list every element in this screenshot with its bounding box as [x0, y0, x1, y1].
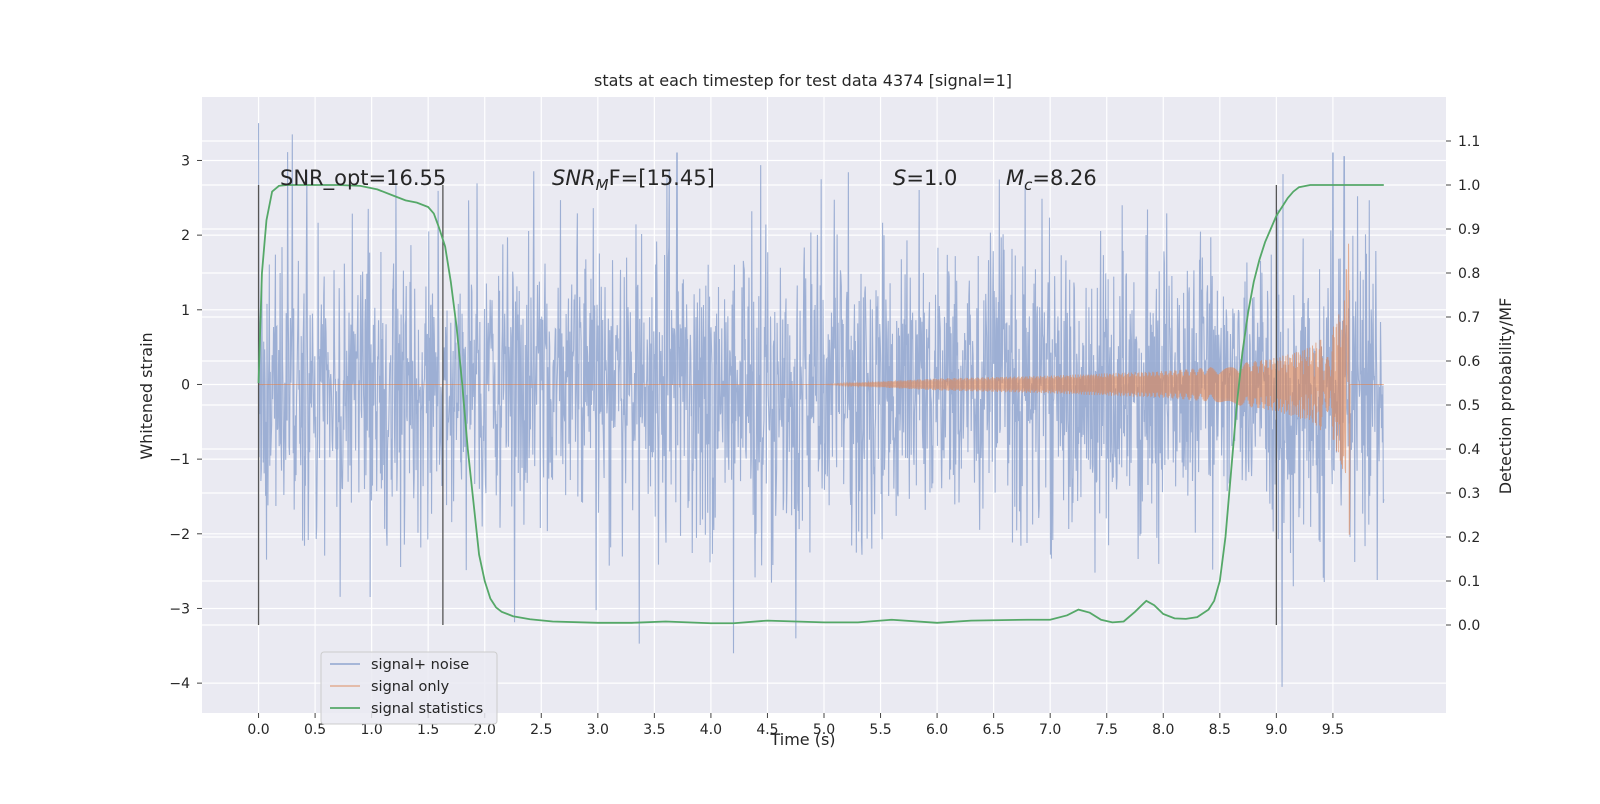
y-tick-label: −3: [169, 601, 190, 617]
annotation-snr-opt: SNR_opt=16.55: [280, 166, 446, 191]
annotation-s: S=1.0: [893, 166, 957, 190]
y-tick-label: −2: [169, 527, 190, 543]
y-right-tick-label: 0.0: [1458, 618, 1480, 634]
chart-title: stats at each timestep for test data 437…: [594, 71, 1012, 90]
y-right-tick-label: 1.0: [1458, 178, 1480, 194]
signal-only-trace: [258, 243, 1384, 535]
x-tick-label: 2.0: [474, 722, 496, 738]
x-tick-label: 6.5: [983, 722, 1005, 738]
y-tick-label: 2: [181, 228, 190, 244]
legend: signal+ noise signal only signal statist…: [320, 651, 498, 725]
y-tick-label: −1: [169, 452, 190, 468]
annotation-snr-mf-sub: M: [596, 176, 609, 194]
x-tick-label: 3.0: [587, 722, 609, 738]
y-right-tick-label: 0.5: [1458, 398, 1480, 414]
annotation-mc-main: M: [1006, 166, 1024, 190]
annotation-snr-mf-main: SNR: [552, 166, 596, 190]
annotation-s-rest: =1.0: [906, 166, 957, 190]
y-axis-label: Whitened strain: [137, 332, 156, 459]
y-right-tick-label: 0.3: [1458, 486, 1480, 502]
y-right-tick-label: 0.9: [1458, 222, 1480, 238]
x-tick-label: 7.0: [1039, 722, 1061, 738]
x-tick-label: 2.5: [530, 722, 552, 738]
x-tick-label: 5.5: [869, 722, 891, 738]
legend-label-signal: signal only: [371, 679, 450, 695]
y-right-tick-label: 0.7: [1458, 310, 1480, 326]
y-right-tick-label: 0.2: [1458, 530, 1480, 546]
x-tick-label: 4.0: [700, 722, 722, 738]
x-tick-label: 0.0: [247, 722, 269, 738]
signal-statistics-line: [257, 184, 1384, 625]
x-axis-label: Time (s): [769, 730, 835, 749]
y-tick-label: −4: [169, 676, 190, 692]
x-tick-label: 0.5: [304, 722, 326, 738]
y-tick-label: 0: [181, 377, 190, 393]
annotation-mc-sub: c: [1024, 176, 1033, 194]
annotation-snr-mf-rest: F=[15.45]: [609, 166, 715, 190]
x-tick-label: 8.5: [1209, 722, 1231, 738]
annotation-mc: Mc=8.26: [1006, 166, 1097, 194]
annotation-mc-rest: =8.26: [1032, 166, 1096, 190]
annotation-s-main: S: [893, 166, 906, 190]
x-tick-label: 9.5: [1322, 722, 1344, 738]
legend-label-noise: signal+ noise: [371, 657, 469, 673]
y-right-tick-label: 0.4: [1458, 442, 1480, 458]
x-tick-label: 6.0: [926, 722, 948, 738]
y-right-tick-label: 0.8: [1458, 266, 1480, 282]
x-tick-label: 8.0: [1152, 722, 1174, 738]
legend-label-statistics: signal statistics: [371, 701, 483, 717]
annotation-snr-mf: SNRMF=[15.45]: [552, 166, 715, 194]
x-tick-label: 4.5: [756, 722, 778, 738]
y-tick-label: 3: [181, 153, 190, 169]
y-right-tick-label: 0.6: [1458, 354, 1480, 370]
series-signal-only: [258, 243, 1384, 535]
x-tick-label: 1.0: [361, 722, 383, 738]
y-right-tick-label: 0.1: [1458, 574, 1480, 590]
y-tick-label: 1: [181, 303, 190, 319]
axis-ticks: 0.0 0.5 1.0 1.5 2.0 2.5 3.0 3.5 4.0 4.5 5.0 5.5 6.0 6…: [169, 134, 1480, 738]
x-tick-label: 7.5: [1096, 722, 1118, 738]
x-tick-label: 1.5: [417, 722, 439, 738]
series-signal-plus-noise: [258, 123, 1385, 687]
x-tick-label: 9.0: [1265, 722, 1287, 738]
x-tick-label: 3.5: [643, 722, 665, 738]
signal-plus-noise-trace: [258, 123, 1385, 687]
x-tick-label: 5.0: [813, 722, 835, 738]
vertical-markers: [257, 185, 1278, 625]
series-signal-statistics: [257, 184, 1384, 625]
y-right-tick-label: 1.1: [1458, 134, 1480, 150]
y-axis-label-right: Detection probability/MF: [1496, 298, 1515, 495]
legend-box: [320, 651, 498, 725]
